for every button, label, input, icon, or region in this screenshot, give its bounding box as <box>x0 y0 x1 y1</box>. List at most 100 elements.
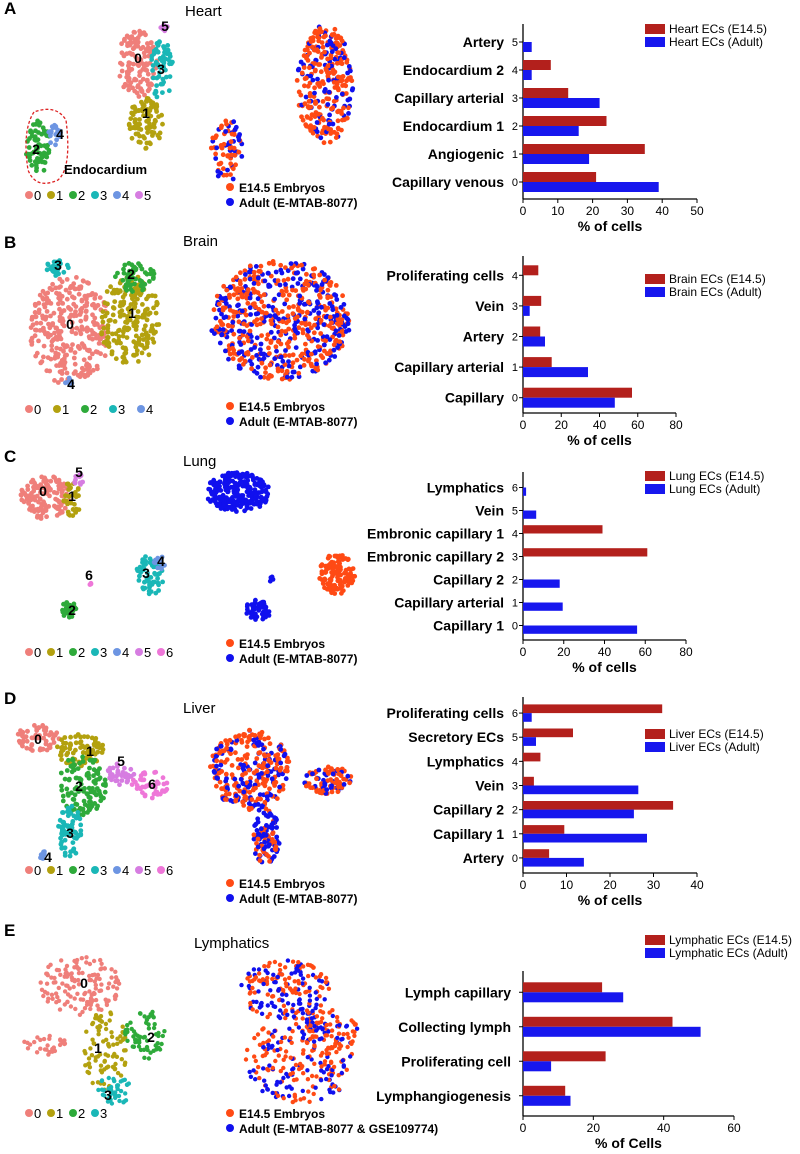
umap-point <box>259 1011 265 1016</box>
umap-point <box>97 745 102 751</box>
x-tick-label: 0 <box>520 645 527 659</box>
bar-adult <box>523 1061 552 1072</box>
umap-point <box>98 1063 104 1068</box>
umap-point <box>235 296 241 302</box>
umap-point <box>83 308 89 314</box>
x-tick-label: 0 <box>520 204 527 218</box>
umap-point <box>28 746 33 752</box>
umap-point <box>245 1047 250 1053</box>
umap-point <box>114 1093 119 1099</box>
umap-point <box>40 724 46 729</box>
bar-adult <box>523 992 624 1003</box>
umap-point <box>32 481 38 487</box>
umap-point <box>341 55 347 61</box>
cluster-number-label: 4 <box>56 126 64 142</box>
umap-point <box>223 348 228 354</box>
umap-point <box>308 104 314 110</box>
x-axis-label: % of cells <box>578 892 643 908</box>
umap-point <box>51 269 56 274</box>
umap-point <box>213 315 219 321</box>
umap-point <box>310 771 315 777</box>
umap-point <box>314 47 320 53</box>
umap-point <box>290 276 296 282</box>
umap-point <box>41 167 47 173</box>
umap-point <box>127 60 133 66</box>
cluster-legend-label: 4 <box>122 863 129 878</box>
cluster-legend-dot <box>109 405 117 413</box>
umap-point <box>244 291 249 297</box>
cluster-number-label: 0 <box>34 731 42 747</box>
bar-adult <box>523 70 532 80</box>
x-axis-label: % of cells <box>578 218 643 234</box>
umap-point <box>304 310 310 316</box>
umap-point <box>344 1067 349 1073</box>
x-axis-label: % of cells <box>567 432 632 448</box>
umap-point <box>130 46 136 52</box>
legend-swatch-adult <box>645 37 665 47</box>
umap-point <box>129 782 135 787</box>
umap-point <box>334 131 340 137</box>
umap-point <box>75 810 81 815</box>
umap-point <box>220 473 226 479</box>
umap-point <box>148 105 154 111</box>
umap-point <box>249 806 254 811</box>
umap-point <box>286 359 291 364</box>
umap-clusters <box>18 472 167 620</box>
category-label: Capillary 1 <box>433 618 504 634</box>
umap-point <box>112 299 118 304</box>
umap-point <box>59 358 65 363</box>
umap-point <box>83 315 89 321</box>
umap-point <box>298 1007 303 1012</box>
umap-point <box>212 769 217 775</box>
umap-point <box>282 301 288 307</box>
umap-point <box>258 732 264 738</box>
umap-point <box>154 75 160 81</box>
umap-point <box>143 67 149 73</box>
umap-point <box>93 1058 98 1063</box>
umap-point <box>84 743 90 749</box>
umap-point <box>136 61 142 67</box>
umap-point <box>55 263 61 268</box>
umap-point <box>346 111 351 116</box>
umap-point <box>154 299 160 305</box>
umap-point <box>208 764 213 770</box>
umap-point <box>225 167 230 173</box>
umap-point <box>268 338 274 344</box>
umap-point <box>290 360 296 366</box>
umap-point <box>345 321 351 327</box>
umap-point <box>283 1054 288 1059</box>
bar-embryo <box>523 825 565 834</box>
umap-point <box>314 129 320 135</box>
umap-point <box>280 998 285 1003</box>
cluster-number-label: 4 <box>157 553 165 569</box>
umap-point <box>112 319 118 324</box>
umap-point <box>283 265 288 270</box>
umap-point <box>248 506 254 511</box>
umap-point <box>301 362 307 368</box>
cluster-number-label: 1 <box>68 488 76 504</box>
umap-point <box>346 76 351 81</box>
umap-point <box>139 332 145 338</box>
umap-point <box>335 559 341 565</box>
umap-point <box>285 958 291 963</box>
adult-legend-label: Adult (E-MTAB-8077) <box>239 652 357 666</box>
umap-point <box>157 557 163 563</box>
umap-point <box>298 59 304 65</box>
umap-point <box>325 287 331 293</box>
umap-point <box>258 321 263 327</box>
umap-point <box>58 824 64 830</box>
category-label: Embronic capillary 2 <box>367 549 504 565</box>
umap-point <box>317 104 322 110</box>
umap-point <box>217 479 223 485</box>
umap-point <box>33 303 38 308</box>
umap-point <box>343 83 349 89</box>
bar-adult <box>523 1095 571 1106</box>
umap-point <box>54 345 60 351</box>
umap-point <box>84 363 89 368</box>
umap-point <box>153 329 158 335</box>
umap-point <box>105 326 111 331</box>
umap-point <box>267 362 273 368</box>
umap-point <box>25 728 30 734</box>
